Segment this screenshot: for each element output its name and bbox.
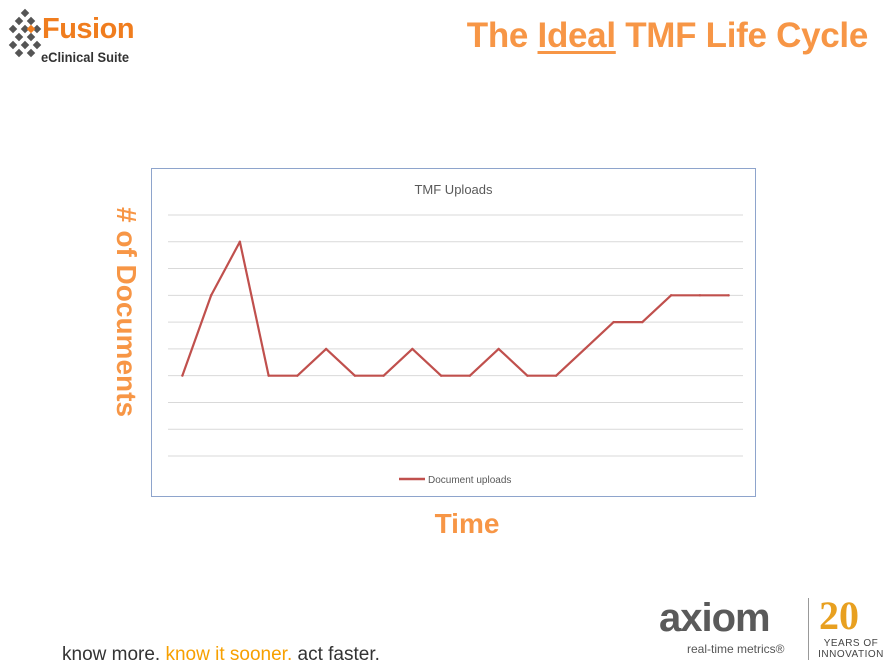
fusion-logo-text: Fusion <box>42 13 135 45</box>
data-point <box>267 374 270 377</box>
tagline-part-1: know more. <box>62 644 166 665</box>
line-chart: TMF Uploads Document uploads <box>168 182 743 486</box>
chart-container: TMF Uploads Document uploads <box>151 168 756 497</box>
tagline: know more. know it sooner. act faster. <box>62 644 380 666</box>
tagline-part-3: act faster. <box>292 644 380 665</box>
fusion-logo-subtitle: eClinical Suite <box>41 49 130 65</box>
data-point <box>526 374 529 377</box>
data-point <box>439 374 443 377</box>
data-point <box>382 374 385 377</box>
data-point <box>209 294 213 297</box>
data-point <box>324 347 328 351</box>
x-axis-label: Time <box>434 508 500 539</box>
y-axis-label: # of Documents <box>111 206 142 418</box>
axiom-logo-text: axiom <box>659 596 771 640</box>
data-point <box>468 374 472 377</box>
data-point <box>727 294 730 297</box>
diamond-grid-icon <box>8 8 42 58</box>
legend-label: Document uploads <box>428 475 511 486</box>
slide-title: The Ideal TMF Life Cycle <box>466 16 869 56</box>
data-point <box>583 347 587 351</box>
slide-title-underlined: Ideal <box>537 16 617 55</box>
anniversary-text: YEARS OF INNOVATION <box>818 638 884 660</box>
data-point <box>353 374 357 377</box>
anniversary-number: 20 <box>819 593 859 638</box>
data-point <box>612 320 615 324</box>
data-point <box>238 240 242 243</box>
axiom-logo: axiom real-time metrics® 20 YEARS OF INN… <box>657 594 887 664</box>
data-point <box>296 374 299 377</box>
slide-title-post: TMF Life Cycle <box>615 16 868 55</box>
data-point <box>698 294 702 297</box>
data-point <box>497 347 500 351</box>
axiom-logo-subtitle: real-time metrics® <box>687 642 785 656</box>
tagline-part-2: know it sooner. <box>165 644 293 665</box>
chart-title: TMF Uploads <box>414 182 493 197</box>
data-point <box>411 347 414 351</box>
slide-title-pre: The <box>466 16 538 55</box>
data-point <box>554 374 558 377</box>
data-point <box>641 320 644 324</box>
fusion-logo: Fusion eClinical Suite <box>8 8 148 70</box>
data-point <box>181 374 184 377</box>
series-line-document-uploads <box>181 240 729 377</box>
logo-divider <box>808 598 809 660</box>
data-point <box>669 294 673 297</box>
